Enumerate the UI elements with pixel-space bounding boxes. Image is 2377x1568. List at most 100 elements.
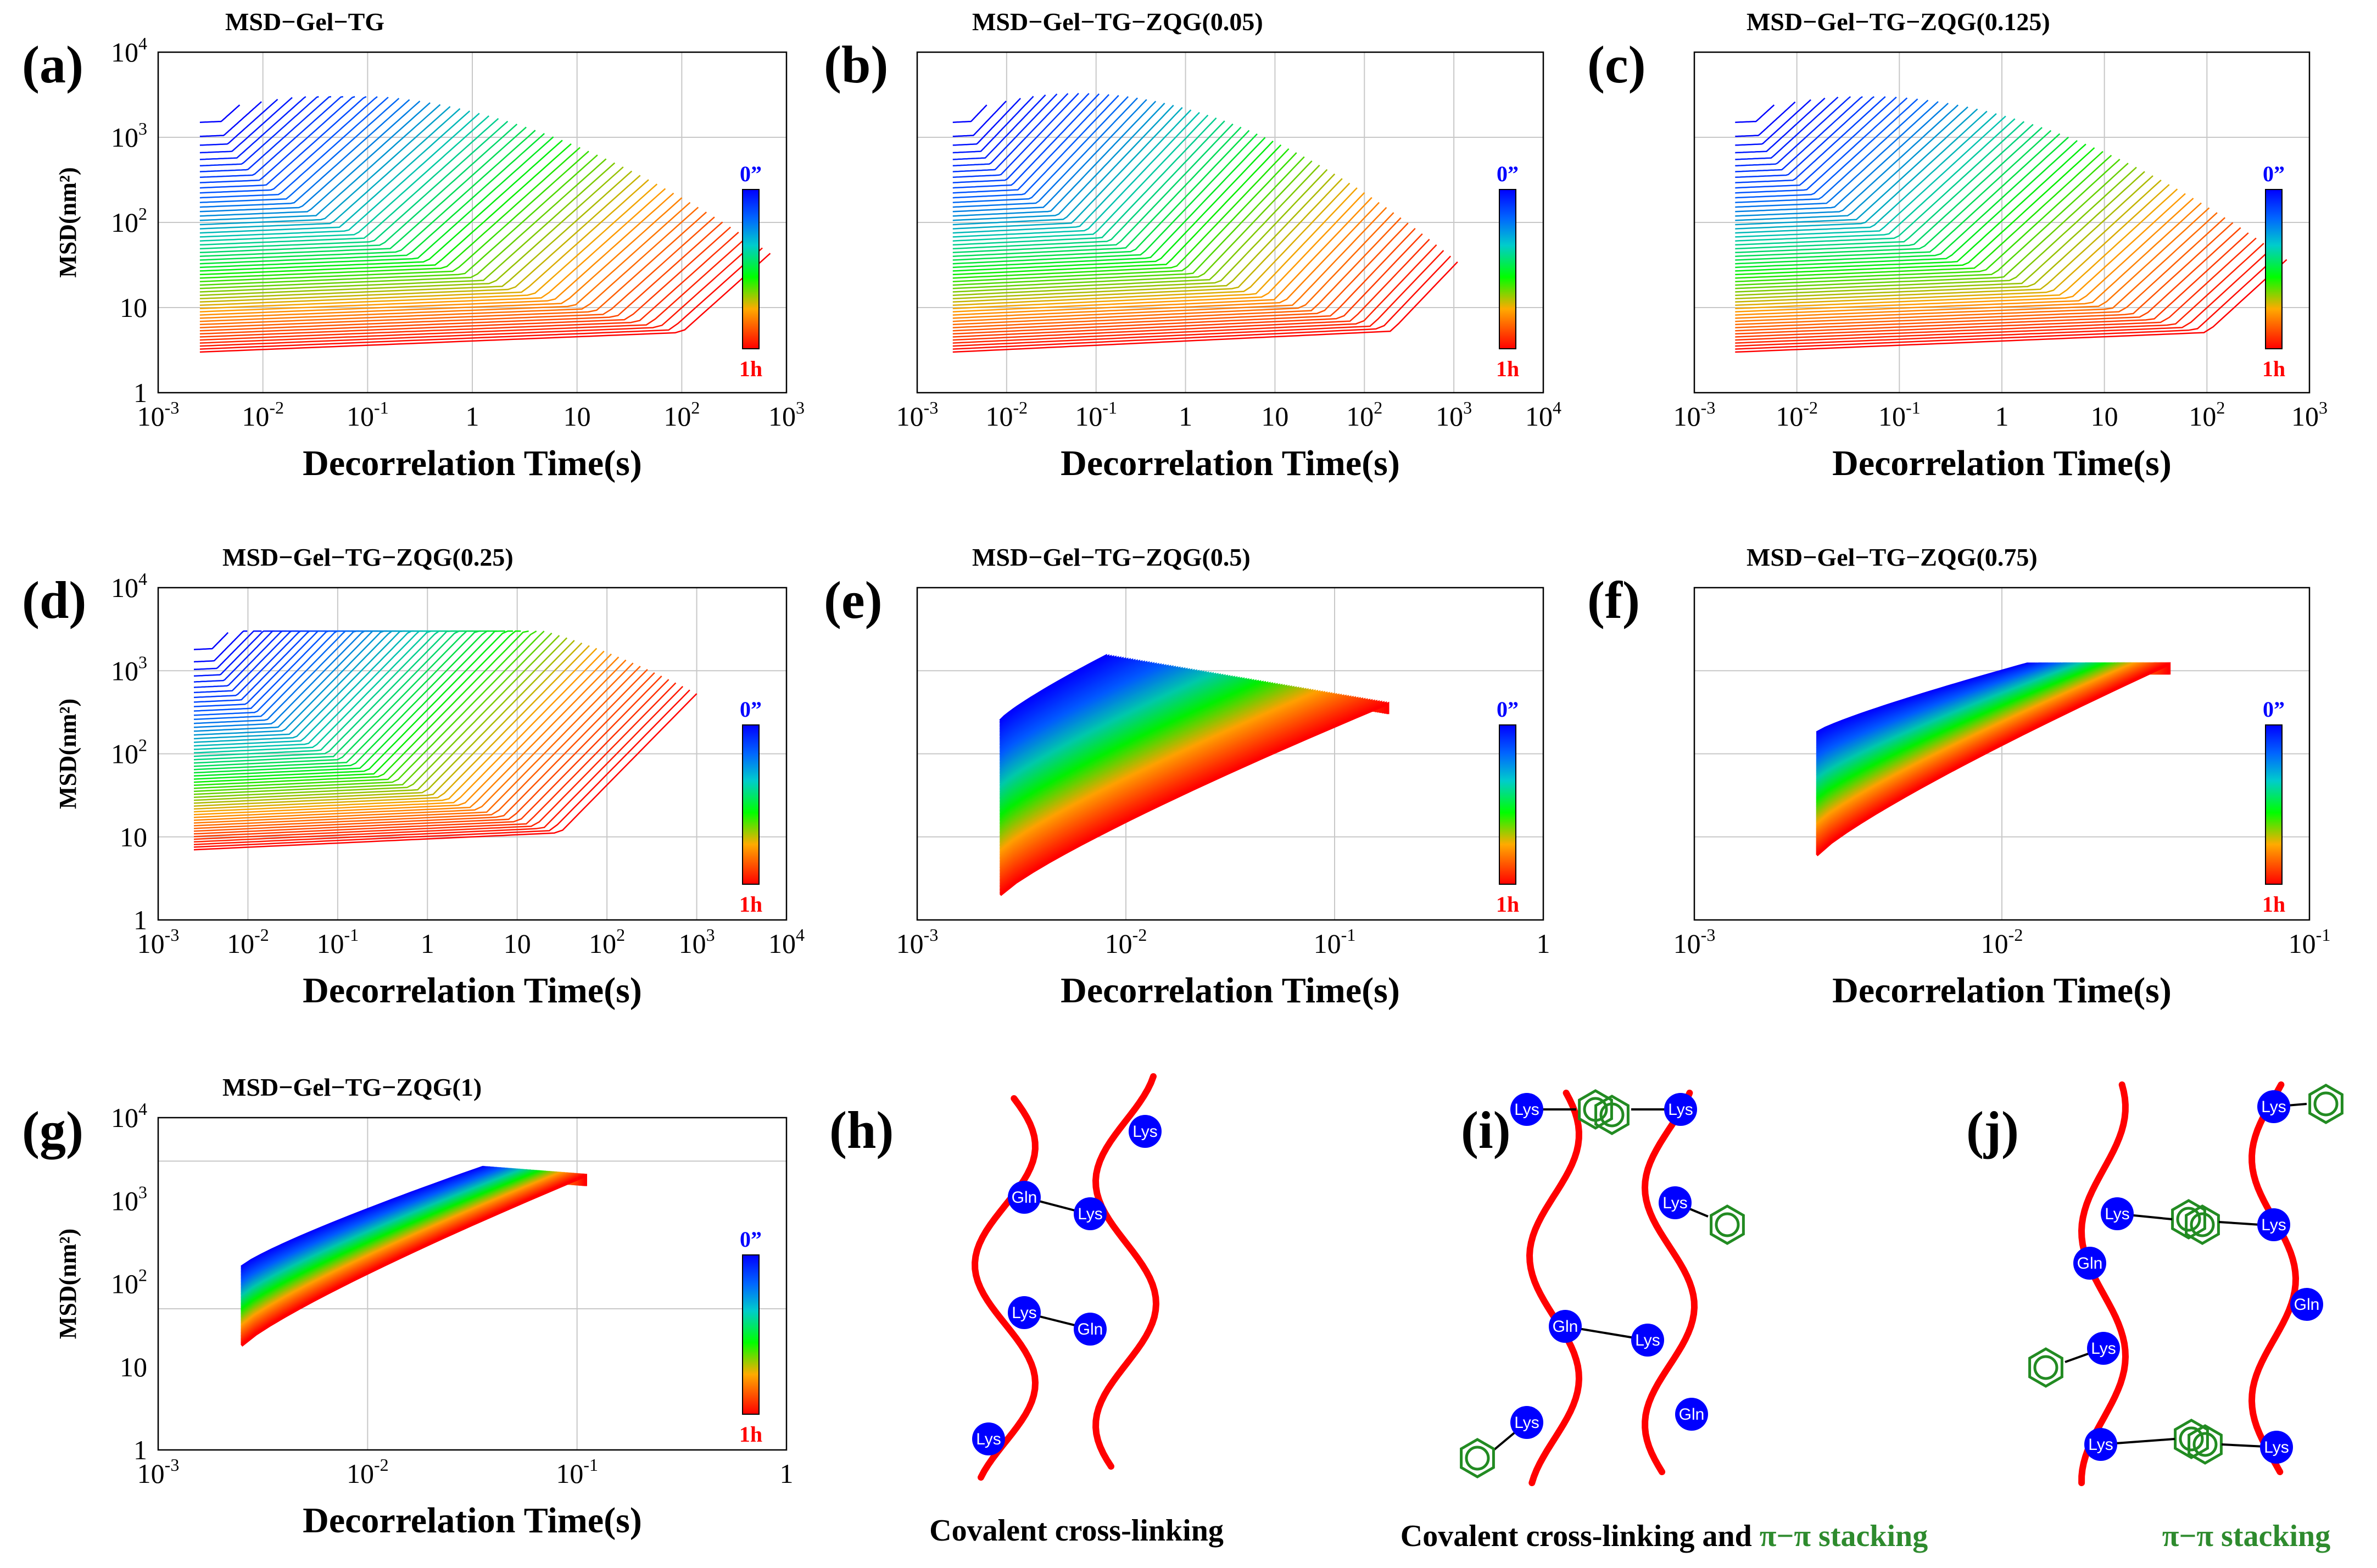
series-line [952, 93, 1079, 178]
series-line [199, 101, 421, 213]
residue-bead [2290, 1288, 2323, 1321]
series-line [199, 97, 389, 199]
y-tick-label: 10 [120, 1352, 147, 1382]
series-line [952, 261, 1458, 353]
series-line [193, 630, 432, 747]
series-line [952, 207, 1387, 322]
residue-bead [2073, 1247, 2106, 1280]
series-line [1735, 96, 1897, 189]
series-line [199, 139, 563, 272]
series-group-f [1816, 662, 2171, 857]
series-line [199, 188, 666, 313]
benzene-ring-icon [2171, 1199, 2206, 1240]
series-line [952, 114, 1209, 242]
y-tick-label: 104 [111, 569, 147, 603]
residue-lys: Lys [1510, 1093, 1543, 1126]
panel-letter: (j) [1966, 1101, 2019, 1159]
residue-bead [1631, 1324, 1664, 1357]
series-line [199, 96, 378, 194]
series-line [199, 211, 707, 328]
series-line [193, 630, 320, 699]
residue-gln: Gln [1008, 1181, 1041, 1214]
colorbar-top-label: 0” [2263, 161, 2285, 186]
series-line [1735, 212, 2218, 326]
colorbar [2265, 724, 2283, 885]
series-line [199, 183, 658, 310]
series-line [1816, 662, 2171, 857]
series-line [1735, 150, 2103, 279]
series-line [1735, 154, 2112, 282]
series-line [193, 676, 662, 838]
x-tick-label: 10-3 [896, 398, 939, 432]
colorbar-top-label: 0” [740, 161, 762, 186]
schematic-j: (j) Lys Lys Lys Gln Gln Lys Lys Lys π−π stacking [1966, 1081, 2343, 1553]
series-line [193, 630, 449, 754]
plot-frame-f [1693, 587, 2311, 921]
polymer-chain [972, 1095, 1039, 1481]
series-group-g [241, 1165, 587, 1347]
series-line [199, 154, 598, 286]
series-line [1735, 171, 2145, 296]
residue-label: Lys [1012, 1304, 1037, 1322]
series-line [199, 143, 572, 276]
series-line [193, 630, 330, 703]
series-line [952, 111, 1200, 238]
panel-letter: (i) [1461, 1101, 1511, 1159]
series-line [1735, 113, 1997, 234]
x-tick-label: 102 [2189, 398, 2225, 432]
series-line [952, 255, 1452, 350]
x-tick-label: 10-2 [227, 925, 269, 959]
series-line [199, 99, 410, 208]
series-line [1735, 110, 1988, 230]
series-line [1735, 108, 1978, 226]
x-tick-label: 10-2 [1981, 925, 2023, 959]
series-line [952, 94, 1119, 199]
benzene-ring-icon [2188, 1424, 2223, 1465]
residue-gln: Gln [1675, 1398, 1708, 1431]
series-line [199, 150, 589, 282]
series-line [199, 96, 306, 160]
series-line [952, 141, 1274, 272]
series-line [1735, 124, 2034, 250]
residue-bead [2084, 1428, 2117, 1461]
x-tick-label: 10-1 [317, 925, 359, 959]
residue-lys: Lys [2084, 1428, 2117, 1461]
series-line [199, 136, 554, 269]
series-line [952, 144, 1282, 276]
residue-label: Lys [976, 1430, 1001, 1448]
residue-lys: Lys [1074, 1197, 1107, 1230]
residue-lys: Lys [2260, 1431, 2293, 1464]
series-line [199, 202, 691, 322]
series-line [193, 630, 514, 780]
residue-label: Lys [1668, 1101, 1693, 1119]
series-line [952, 94, 1110, 194]
series-line [952, 164, 1320, 293]
chart-title: MSD−Gel−TG−ZQG(0.75) [1747, 543, 2038, 571]
series-line [1735, 217, 2226, 328]
series-line [193, 640, 575, 804]
series-line [1735, 259, 2287, 353]
residue-label: Lys [2261, 1098, 2286, 1116]
colorbar-top-label: 0” [1497, 161, 1519, 186]
series-line [199, 253, 771, 353]
residue-label: Lys [2091, 1340, 2116, 1358]
series-line [199, 197, 683, 319]
x-tick-label: 10-3 [137, 398, 180, 432]
series-line [1735, 158, 2121, 286]
residue-label: Gln [2077, 1254, 2103, 1273]
x-tick-label: 102 [1346, 398, 1382, 432]
series-line [952, 93, 1100, 189]
series-line [952, 130, 1250, 261]
series-line [193, 630, 545, 793]
residue-bead [1675, 1398, 1708, 1431]
colorbar-top-label: 0” [740, 697, 762, 722]
series-line [199, 237, 747, 344]
series-line [199, 96, 332, 172]
series-line [199, 104, 441, 221]
y-tick-label: 10 [120, 822, 147, 852]
series-line [952, 93, 1090, 183]
series-line [193, 630, 340, 707]
series-line [952, 107, 1183, 230]
y-tick-label: 102 [111, 735, 147, 769]
